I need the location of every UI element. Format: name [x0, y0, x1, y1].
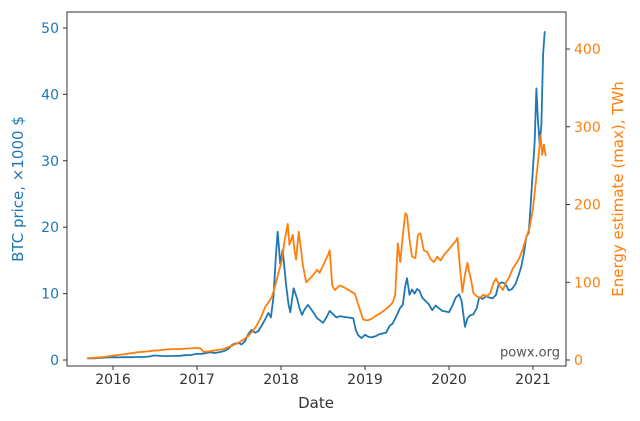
x-tick-label: 2018 — [263, 372, 299, 388]
y-right-tick-label: 100 — [574, 275, 601, 291]
x-tick-label: 2019 — [347, 372, 383, 388]
y-right-tick-label: 400 — [574, 42, 601, 58]
watermark-text: powx.org — [500, 345, 560, 361]
y-right-tick-label: 0 — [574, 353, 583, 369]
y-axis-label-right: Energy estimate (max), TWh — [609, 81, 627, 297]
y-left-tick-label: 30 — [41, 154, 59, 170]
x-tick-label: 2016 — [95, 372, 131, 388]
btc-price-line — [86, 30, 546, 360]
y-axis-label-left: BTC price, ×1000 $ — [9, 116, 27, 262]
x-tick-label: 2021 — [515, 372, 551, 388]
x-tick-label: 2020 — [431, 372, 467, 388]
y-left-tick-label: 20 — [41, 220, 59, 236]
x-tick-label: 2017 — [179, 372, 215, 388]
x-axis-label: Date — [298, 394, 334, 412]
y-left-tick-label: 50 — [41, 21, 59, 37]
y-right-tick-label: 200 — [574, 198, 601, 214]
y-left-tick-label: 40 — [41, 87, 59, 103]
energy-line — [86, 134, 547, 360]
y-right-tick-label: 300 — [574, 120, 601, 136]
plot-border — [66, 11, 567, 367]
y-left-tick-label: 0 — [50, 353, 59, 369]
y-left-tick-label: 10 — [41, 287, 59, 303]
